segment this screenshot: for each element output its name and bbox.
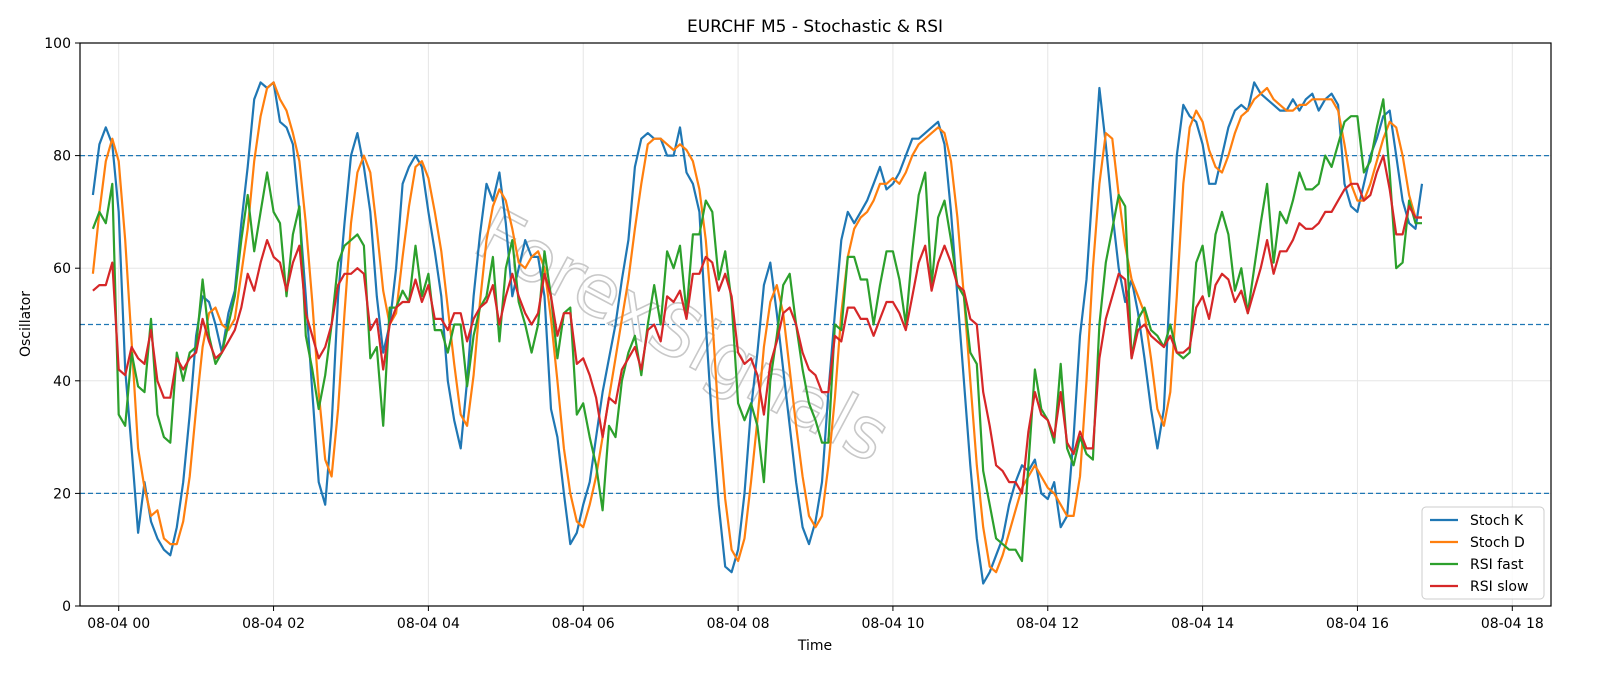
- x-tick-label: 08-04 08: [707, 616, 770, 632]
- x-tick-label: 08-04 14: [1171, 616, 1234, 632]
- x-axis: 08-04 00 08-04 02 08-04 04 08-04 06 08-04 08…: [87, 606, 1544, 632]
- plot-frame: [79, 42, 1552, 607]
- x-tick-label: 08-04 02: [242, 616, 305, 632]
- legend-label-rsi-slow: RSI slow: [1470, 579, 1528, 595]
- x-tick-label: 08-04 18: [1481, 616, 1544, 632]
- y-tick-label: 100: [44, 36, 71, 52]
- y-axis-label: Oscillator: [18, 291, 34, 357]
- x-axis-label: Time: [797, 638, 832, 654]
- series-line-rsi-fast: [91, 98, 1422, 563]
- x-tick-label: 08-04 12: [1016, 616, 1079, 632]
- legend-label-stoch-d: Stoch D: [1470, 535, 1525, 551]
- x-tick-label: 08-04 06: [552, 616, 615, 632]
- y-tick-label: 80: [53, 149, 71, 165]
- y-tick-label: 0: [62, 599, 71, 615]
- series-line-rsi-slow: [92, 154, 1422, 495]
- legend-label-rsi-fast: RSI fast: [1470, 557, 1524, 573]
- y-axis: 0 20 40 60 80 100: [44, 36, 80, 615]
- legend: Stoch K Stoch D RSI fast RSI slow: [1421, 506, 1545, 600]
- y-tick-label: 40: [53, 374, 71, 390]
- legend-label-stoch-k: Stoch K: [1470, 513, 1524, 529]
- x-tick-label: 08-04 10: [861, 616, 924, 632]
- y-tick-label: 60: [53, 261, 71, 277]
- x-tick-label: 08-04 00: [87, 616, 150, 632]
- x-tick-label: 08-04 04: [397, 616, 460, 632]
- reference-lines: [80, 154, 1551, 495]
- chart-title: EURCHF M5 - Stochastic & RSI: [687, 17, 943, 37]
- legend-box: [1421, 506, 1545, 600]
- series-line-stoch-k: [91, 81, 1424, 585]
- x-tick-label: 08-04 16: [1326, 616, 1389, 632]
- y-tick-label: 20: [53, 486, 71, 502]
- series-group: [91, 81, 1424, 585]
- series-line-stoch-d: [91, 81, 1422, 574]
